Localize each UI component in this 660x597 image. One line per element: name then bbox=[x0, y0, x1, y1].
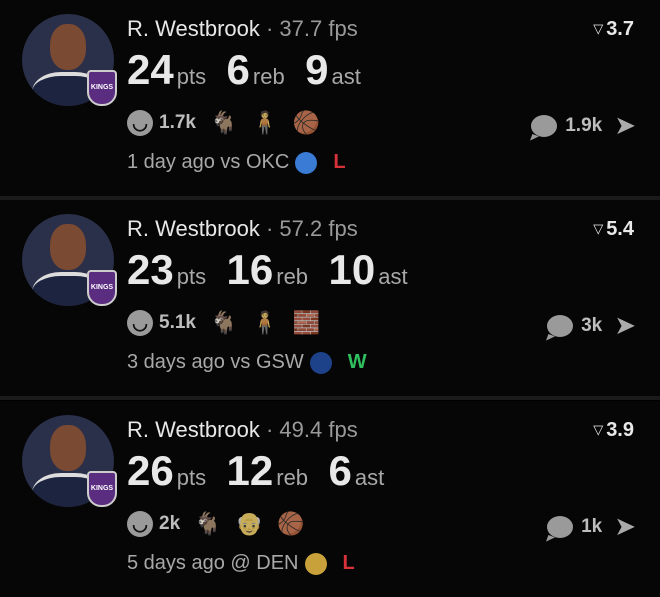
comment-icon[interactable] bbox=[547, 515, 574, 538]
den-logo bbox=[304, 552, 327, 575]
comment-count: 3k bbox=[581, 314, 603, 336]
reaction-emoji[interactable]: 🧍 bbox=[251, 110, 279, 135]
reaction-emoji[interactable]: 🧱 bbox=[292, 310, 321, 335]
rebounds-value: 12 bbox=[226, 447, 274, 494]
points-label: pts bbox=[176, 264, 207, 289]
send-icon[interactable]: ➤ bbox=[614, 310, 636, 340]
card-divider bbox=[0, 196, 660, 200]
player-name-text: R. Westbrook bbox=[127, 16, 260, 41]
assists-value: 9 bbox=[305, 46, 329, 93]
fps-value: · 49.4 fps bbox=[265, 417, 358, 442]
reaction-emoji[interactable]: 🐐 bbox=[209, 110, 238, 135]
assists-label: ast bbox=[331, 64, 361, 89]
comment-share: 1k ➤ bbox=[547, 511, 636, 542]
points-value: 24 bbox=[127, 46, 174, 93]
stat-line: 24 pts 6 reb 9 ast bbox=[127, 46, 377, 94]
send-icon[interactable]: ➤ bbox=[614, 511, 636, 541]
game-card[interactable]: KINGS R. Westbrook · 49.4 fps ▽ 3.9 26 pts… bbox=[0, 401, 660, 597]
reactions-row: ◡ 5.1k 🐐 🧍 🧱 bbox=[127, 310, 320, 336]
reaction-count: 5.1k bbox=[159, 312, 196, 333]
fps-value: · 37.7 fps bbox=[265, 16, 358, 41]
comment-share: 3k ➤ bbox=[547, 310, 636, 341]
team-badge: KINGS bbox=[87, 270, 117, 306]
points-label: pts bbox=[176, 465, 207, 490]
fps-value: · 57.2 fps bbox=[265, 216, 358, 241]
points-value: 26 bbox=[127, 447, 174, 494]
game-date-opponent: 3 days ago vs GSW bbox=[127, 351, 304, 373]
reaction-emoji[interactable]: 🏀 bbox=[276, 511, 305, 536]
player-name[interactable]: R. Westbrook · 37.7 fps bbox=[127, 16, 358, 42]
smiley-icon[interactable]: ◡ bbox=[127, 511, 153, 537]
reaction-count: 1.7k bbox=[159, 112, 196, 133]
rebounds-value: 16 bbox=[226, 246, 274, 293]
okc-logo bbox=[295, 151, 318, 174]
points-value: 23 bbox=[127, 246, 174, 293]
send-icon[interactable]: ➤ bbox=[614, 110, 636, 140]
game-score: ▽ 5.4 bbox=[593, 218, 634, 241]
card-divider bbox=[0, 396, 660, 400]
score-triangle-icon: ▽ bbox=[593, 221, 604, 236]
player-name[interactable]: R. Westbrook · 57.2 fps bbox=[127, 216, 358, 242]
assists-value: 6 bbox=[328, 447, 352, 494]
game-score: ▽ 3.9 bbox=[593, 419, 634, 442]
assists-label: ast bbox=[378, 264, 408, 289]
comment-share: 1.9k ➤ bbox=[531, 110, 636, 141]
assists-label: ast bbox=[354, 465, 385, 490]
gsw-logo bbox=[309, 351, 332, 374]
stat-line: 23 pts 16 reb 10 ast bbox=[127, 246, 424, 294]
rebounds-label: reb bbox=[276, 465, 309, 490]
reaction-emoji[interactable]: 🏀 bbox=[292, 110, 321, 135]
comment-icon[interactable] bbox=[531, 114, 558, 137]
score-value: 5.4 bbox=[606, 218, 634, 240]
reaction-emoji[interactable]: 👴 bbox=[235, 511, 263, 536]
reaction-emoji[interactable]: 🧍 bbox=[251, 310, 279, 335]
score-triangle-icon: ▽ bbox=[593, 21, 604, 36]
team-badge: KINGS bbox=[87, 471, 117, 507]
game-score: ▽ 3.7 bbox=[593, 18, 634, 41]
assists-value: 10 bbox=[328, 246, 376, 293]
reactions-row: ◡ 1.7k 🐐 🧍 🏀 bbox=[127, 110, 320, 136]
rebounds-value: 6 bbox=[226, 46, 250, 93]
reaction-count: 2k bbox=[159, 513, 181, 534]
score-triangle-icon: ▽ bbox=[593, 422, 604, 437]
game-result: L bbox=[333, 151, 346, 173]
reactions-row: ◡ 2k 🐐 👴 🏀 bbox=[127, 511, 304, 537]
game-info: 3 days ago vs GSW W bbox=[127, 351, 367, 374]
reaction-emoji[interactable]: 🐐 bbox=[209, 310, 238, 335]
comment-count: 1k bbox=[581, 515, 603, 537]
score-value: 3.7 bbox=[606, 18, 634, 40]
points-label: pts bbox=[176, 64, 207, 89]
game-date-opponent: 5 days ago @ DEN bbox=[127, 552, 299, 574]
game-card[interactable]: KINGS R. Westbrook · 57.2 fps ▽ 5.4 23 pts… bbox=[0, 200, 660, 396]
comment-count: 1.9k bbox=[565, 114, 603, 136]
comment-icon[interactable] bbox=[547, 314, 574, 337]
player-name[interactable]: R. Westbrook · 49.4 fps bbox=[127, 417, 358, 443]
team-badge: KINGS bbox=[87, 70, 117, 106]
player-name-text: R. Westbrook bbox=[127, 216, 260, 241]
smiley-icon[interactable]: ◡ bbox=[127, 310, 153, 336]
reaction-emoji[interactable]: 🐐 bbox=[194, 511, 222, 536]
game-info: 5 days ago @ DEN L bbox=[127, 552, 355, 575]
game-date-opponent: 1 day ago vs OKC bbox=[127, 151, 290, 173]
rebounds-label: reb bbox=[252, 64, 285, 89]
rebounds-label: reb bbox=[276, 264, 309, 289]
smiley-icon[interactable]: ◡ bbox=[127, 110, 153, 136]
score-value: 3.9 bbox=[606, 419, 634, 441]
game-info: 1 day ago vs OKC L bbox=[127, 151, 346, 174]
stat-line: 26 pts 12 reb 6 ast bbox=[127, 447, 400, 495]
player-name-text: R. Westbrook bbox=[127, 417, 260, 442]
game-card[interactable]: KINGS R. Westbrook · 37.7 fps ▽ 3.7 24 pts… bbox=[0, 0, 660, 196]
game-result: W bbox=[347, 351, 367, 373]
game-result: L bbox=[342, 552, 355, 574]
